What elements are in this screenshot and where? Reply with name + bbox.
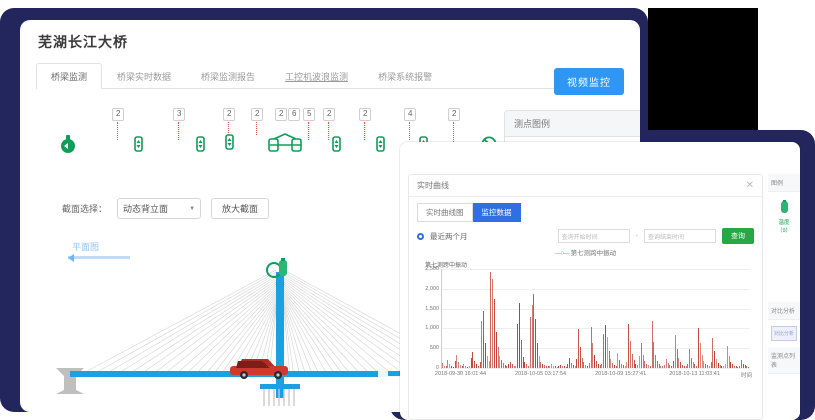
- sensor-connector: [453, 122, 454, 144]
- dialog-title: 实时曲线: [417, 180, 449, 191]
- date-range-separator: -: [636, 233, 638, 240]
- chart-title: 第七测跨中振动: [425, 260, 756, 269]
- end-time-input[interactable]: 查询结束时间: [644, 229, 716, 243]
- dialog-tabbar: 实时曲线图 监控数据: [409, 197, 762, 226]
- tab-bridge-realtime-data[interactable]: 桥梁实时数据: [102, 63, 186, 89]
- section-selector-dropdown[interactable]: 动态背立面 ▼: [117, 198, 201, 219]
- close-icon[interactable]: ✕: [746, 180, 754, 191]
- legend-label: 第七测跨中振动: [571, 250, 617, 257]
- sensor-connector: [256, 122, 257, 135]
- temperature-sensor-count: （9）: [770, 226, 798, 234]
- chart-gridline: [442, 348, 750, 349]
- tab-bridge-alarm[interactable]: 桥梁系统报警: [363, 63, 447, 89]
- right-side-panel: 图例 温度 （9） 对比分析 对比分析 监测点列表: [768, 174, 800, 420]
- main-tabbar: 桥梁监测 桥梁实时数据 桥梁监测报告 工控机波浪监测 桥梁系统报警: [36, 62, 624, 89]
- chart-x-tick: 2018-09-30 16:01:44: [435, 371, 486, 377]
- sensor-icon[interactable]: [375, 136, 386, 152]
- tab-monitoring-data[interactable]: 监控数据: [473, 203, 521, 222]
- chart-x-tick: 2018-10-05 03:17:54: [515, 371, 566, 377]
- sensor-badge[interactable]: 2: [223, 108, 235, 121]
- zoom-section-button[interactable]: 放大截面: [211, 198, 269, 219]
- monitor-list-header: 监测点列表: [768, 347, 800, 374]
- tab-bridge-monitoring[interactable]: 桥梁监测: [36, 63, 102, 89]
- chart-y-tick: 1,000: [425, 325, 439, 331]
- backdrop-black: [648, 0, 758, 135]
- sensor-connector: [117, 122, 118, 140]
- sensor-icon[interactable]: [224, 134, 235, 150]
- sensor-connector: [308, 122, 309, 140]
- sensor-connector: [178, 122, 179, 140]
- legend-marker-icon: —○—: [555, 250, 569, 257]
- chart-plot-area: 0 500 1,000 1,500 2,000 2,500 2018-09-30 16:01…: [441, 269, 750, 369]
- bridge-pier-cap: [260, 384, 300, 389]
- sensor-icon[interactable]: [60, 134, 76, 154]
- realtime-curve-window: 实时曲线 ✕ 实时曲线图 监控数据 最近两个月 查询开始时间 - 查询结束时间 …: [400, 142, 800, 420]
- sensor-icon[interactable]: [195, 136, 206, 152]
- plan-view-label: 平面图: [72, 240, 99, 253]
- chevron-down-icon: ▼: [189, 206, 195, 212]
- chart-gridline: [442, 289, 750, 290]
- filter-row: 最近两个月 查询开始时间 - 查询结束时间 查询: [409, 226, 762, 246]
- tab-industrial-wave-monitoring[interactable]: 工控机波浪监测: [270, 63, 363, 89]
- temperature-sensor-icon: [770, 200, 798, 217]
- chart-y-tick: 2,000: [425, 286, 439, 292]
- bridge-sensor-group-icon[interactable]: [268, 133, 304, 152]
- sensor-badge[interactable]: 5: [303, 108, 315, 121]
- sensor-connector: [409, 122, 410, 140]
- bridge-pylon: [276, 272, 284, 398]
- vibration-chart: 第七测跨中振动 0 500 1,000 1,500 2,000 2,500 2018-09-…: [415, 260, 756, 388]
- recent-two-months-radio[interactable]: [417, 233, 424, 240]
- chart-y-tick: 1,500: [425, 306, 439, 312]
- chart-x-axis-label: 时间: [741, 371, 752, 379]
- sensor-connector: [328, 122, 329, 140]
- query-button[interactable]: 查询: [722, 228, 754, 244]
- chart-gridline: [442, 269, 750, 270]
- compare-section-header: 对比分析: [768, 302, 800, 320]
- sensor-badge[interactable]: 6: [288, 108, 300, 121]
- start-time-input[interactable]: 查询开始时间: [558, 229, 630, 243]
- sensor-badge[interactable]: 4: [404, 108, 416, 121]
- tab-realtime-curve-chart[interactable]: 实时曲线图: [417, 203, 473, 222]
- chart-gridline: [442, 328, 750, 329]
- backdrop-white-strip: [648, 0, 815, 8]
- sensor-icon[interactable]: [133, 136, 144, 152]
- sensor-icon[interactable]: [331, 136, 342, 152]
- chart-y-tick: 500: [430, 345, 439, 351]
- compare-analysis-button[interactable]: 对比分析: [771, 326, 797, 341]
- section-selector-value: 动态背立面: [123, 202, 168, 215]
- chart-bar: [748, 367, 749, 368]
- sensor-badge[interactable]: 2: [251, 108, 263, 121]
- bridge-piles: [264, 389, 294, 406]
- section-selector-row: 截面选择： 动态背立面 ▼ 放大截面: [62, 198, 269, 219]
- section-selector-label: 截面选择：: [62, 202, 107, 215]
- chart-x-tick: 2018-10-09 15:27:41: [595, 371, 646, 377]
- recent-two-months-label: 最近两个月: [430, 231, 468, 242]
- chart-x-tick: 2018-10-13 11:03:41: [669, 371, 720, 377]
- sensor-badge[interactable]: 2: [275, 108, 287, 121]
- chart-legend[interactable]: —○— 第七测跨中振动: [409, 247, 762, 257]
- legend-section-header: 图例: [768, 174, 800, 192]
- tab-bridge-report[interactable]: 桥梁监测报告: [186, 63, 270, 89]
- sensor-badge[interactable]: 2: [323, 108, 335, 121]
- video-surveillance-button[interactable]: 视频监控: [554, 68, 624, 95]
- sensor-badge[interactable]: 2: [112, 108, 124, 121]
- sensor-badge[interactable]: 2: [359, 108, 371, 121]
- realtime-curve-dialog: 实时曲线 ✕ 实时曲线图 监控数据 最近两个月 查询开始时间 - 查询结束时间 …: [408, 174, 763, 420]
- sensor-badge[interactable]: 3: [173, 108, 185, 121]
- temperature-sensor-item[interactable]: 温度 （9）: [768, 192, 800, 242]
- dialog-header: 实时曲线 ✕: [409, 175, 762, 197]
- chart-y-tick: 2,500: [425, 266, 439, 272]
- legend-header: 测点图例: [505, 111, 640, 137]
- temperature-sensor-name: 温度: [770, 218, 798, 226]
- chart-gridline: [442, 309, 750, 310]
- sensor-connector: [364, 122, 365, 140]
- page-title: 芜湖长江大桥: [20, 20, 640, 52]
- chart-gridline: [442, 368, 750, 369]
- sensor-badge[interactable]: 2: [448, 108, 460, 121]
